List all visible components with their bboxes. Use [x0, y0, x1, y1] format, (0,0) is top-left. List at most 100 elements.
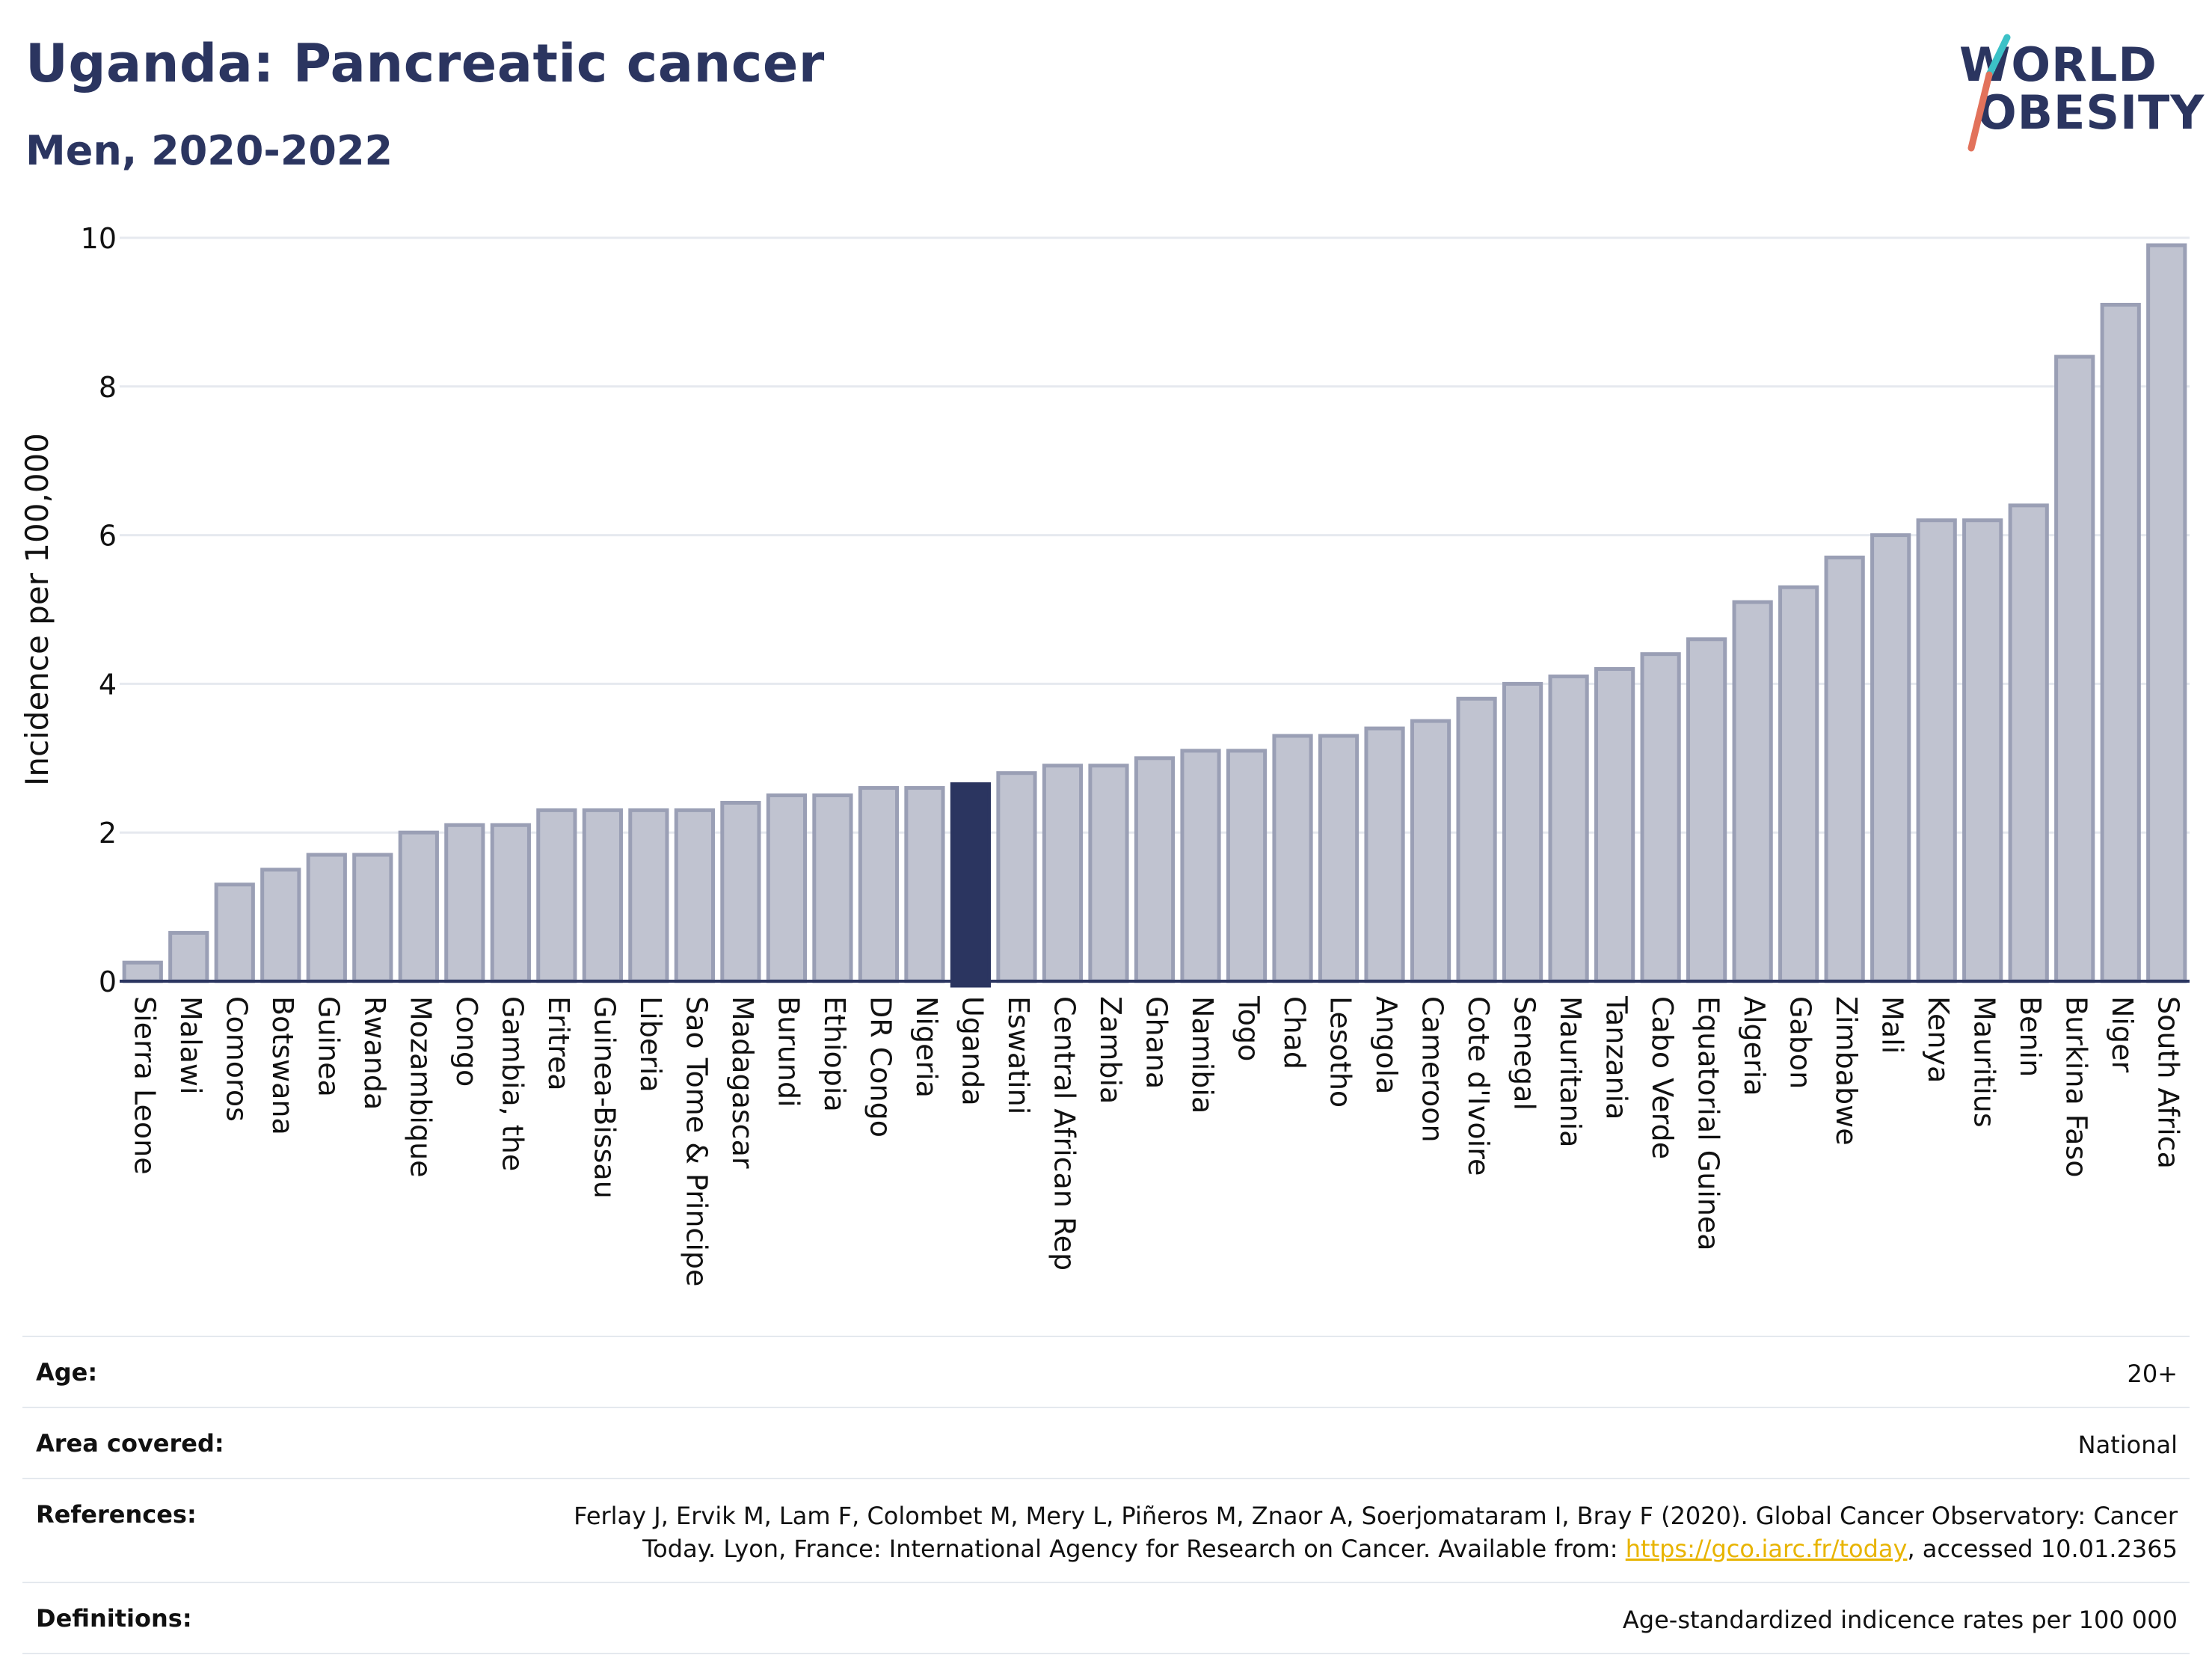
x-tick-label: Niger — [2106, 996, 2139, 1072]
bar — [950, 782, 992, 988]
info-value: National — [2077, 1431, 2178, 1460]
bar — [1548, 674, 1589, 983]
bar — [766, 793, 808, 983]
x-tick-label: Gambia, the — [496, 996, 529, 1171]
bar — [168, 930, 209, 983]
y-axis-label: Incidence per 100,000 — [19, 433, 55, 786]
bar — [2008, 503, 2049, 983]
bar — [1134, 756, 1176, 983]
bar — [1502, 681, 1543, 983]
logo-text-obesity: OBESITY — [1977, 85, 2205, 140]
bar — [352, 853, 393, 983]
bar — [1226, 749, 1268, 983]
bar — [1640, 652, 1681, 983]
bar — [1318, 734, 1360, 983]
logo-slash-icon — [1967, 34, 2011, 152]
y-tick-label: 0 — [99, 965, 117, 998]
bar — [214, 882, 255, 983]
info-value-references: Ferlay J, Ervik M, Lam F, Colombet M, Me… — [574, 1500, 2178, 1565]
x-tick-label: Congo — [450, 996, 483, 1087]
bar — [1272, 734, 1313, 983]
bar — [306, 853, 347, 983]
x-tick-label: Angola — [1370, 996, 1403, 1094]
reference-link[interactable]: https://gco.iarc.fr/today — [1625, 1534, 1908, 1563]
x-tick-label: South Africa — [2152, 996, 2185, 1169]
x-tick-label: Cabo Verde — [1646, 996, 1679, 1159]
x-tick-label: Botswana — [266, 996, 299, 1135]
bar — [1778, 585, 1819, 983]
x-tick-label: Equatorial Guinea — [1692, 996, 1725, 1251]
bar — [2100, 302, 2141, 983]
bar — [1732, 600, 1773, 983]
bar — [2146, 243, 2187, 983]
bar — [904, 786, 945, 983]
x-tick-label: Cameroon — [1416, 996, 1449, 1143]
chart-subtitle: Men, 2020-2022 — [25, 127, 393, 174]
info-row-references: References: Ferlay J, Ervik M, Lam F, Co… — [22, 1478, 2190, 1581]
bar — [1042, 764, 1084, 983]
x-tick-label: Sierra Leone — [128, 996, 161, 1175]
x-tick-label: Ethiopia — [818, 996, 851, 1112]
x-tick-label: Senegal — [1508, 996, 1541, 1111]
bar — [536, 808, 577, 983]
reference-text: Today. Lyon, France: International Agenc… — [642, 1534, 1626, 1563]
reference-text: Ferlay J, Ervik M, Lam F, Colombet M, Me… — [574, 1502, 2178, 1531]
bar — [1686, 637, 1727, 983]
x-tick-label: Namibia — [1186, 996, 1219, 1114]
x-tick-label: Cote d'Ivoire — [1462, 996, 1495, 1176]
x-tick-label: Nigeria — [910, 996, 943, 1098]
y-tick-label: 2 — [99, 817, 117, 850]
x-tick-label: Mozambique — [404, 996, 437, 1178]
bar — [260, 868, 301, 983]
bar — [720, 800, 761, 983]
x-tick-label: Chad — [1278, 996, 1311, 1069]
info-value: Age-standardized indicence rates per 100… — [1622, 1605, 2178, 1634]
bar — [1180, 749, 1221, 983]
bar — [1088, 764, 1129, 983]
world-obesity-logo: WORLD OBESITY — [1944, 21, 2204, 156]
info-label: Area covered: — [36, 1429, 224, 1458]
x-tick-label: Tanzania — [1600, 995, 1633, 1120]
x-tick-label: DR Congo — [864, 996, 897, 1137]
x-tick-label: Burkina Faso — [2060, 996, 2093, 1178]
bar — [582, 808, 623, 983]
x-tick-label: Guinea — [312, 996, 345, 1097]
reference-text: , accessed 10.01.2365 — [1907, 1534, 2178, 1563]
x-tick-label: Zimbabwe — [1830, 996, 1863, 1146]
x-tick-label: Mali — [1876, 996, 1909, 1054]
bar — [122, 960, 163, 983]
info-row-age: Age: 20+ — [22, 1336, 2190, 1407]
info-label: Age: — [36, 1358, 98, 1387]
bar-chart: 0 2 4 6 8 10 Sierra Leone Malawi Comoros Botswana… — [19, 222, 2190, 1286]
x-tick-label: Malawi — [174, 996, 207, 1095]
x-tick-label: Eritrea — [542, 996, 575, 1091]
bar — [674, 808, 715, 983]
x-tick-label: Rwanda — [358, 996, 391, 1110]
x-tick-label: Liberia — [634, 996, 667, 1093]
x-tick-label: Ghana — [1140, 996, 1173, 1089]
bar — [1962, 518, 2003, 983]
bar — [1916, 518, 1957, 983]
bars — [122, 243, 2187, 988]
info-row-area: Area covered: National — [22, 1407, 2190, 1478]
bar — [628, 808, 669, 983]
x-tick-label: Sao Tome & Principe — [680, 996, 713, 1286]
y-tick-label: 6 — [99, 520, 117, 553]
x-tick-label: Mauritius — [1968, 996, 2001, 1128]
x-tick-label: Zambia — [1094, 996, 1127, 1104]
bar — [812, 793, 853, 983]
x-tick-label: Eswatini — [1002, 996, 1035, 1114]
bar — [1410, 719, 1451, 983]
x-tick-label: Algeria — [1738, 996, 1771, 1096]
info-label: References: — [36, 1500, 197, 1529]
bar — [398, 830, 439, 983]
axes: 0 2 4 6 8 10 Sierra Leone Malawi Comoros Botswana… — [81, 222, 2190, 1286]
bar — [444, 823, 485, 983]
bar — [858, 786, 900, 983]
x-tick-label: Togo — [1232, 995, 1265, 1061]
x-tick-label: Comoros — [220, 996, 253, 1122]
bar — [2054, 354, 2095, 983]
x-tick-label: Madagascar — [726, 996, 759, 1169]
x-tick-label: Guinea-Bissau — [588, 996, 621, 1199]
bar — [490, 823, 531, 983]
